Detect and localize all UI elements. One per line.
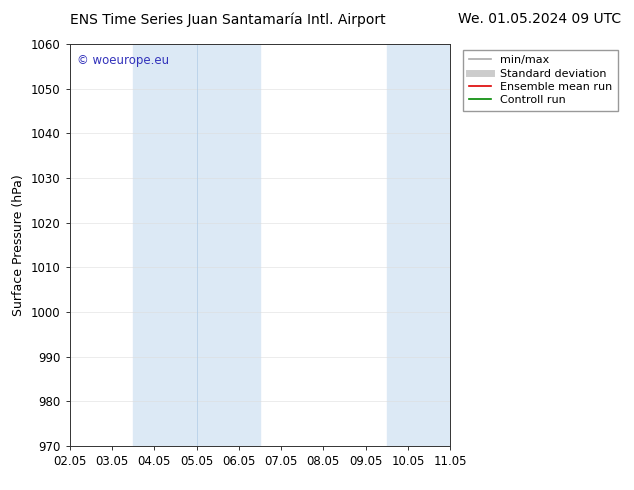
Text: © woeurope.eu: © woeurope.eu — [77, 54, 169, 67]
Legend: min/max, Standard deviation, Ensemble mean run, Controll run: min/max, Standard deviation, Ensemble me… — [463, 49, 618, 111]
Bar — [387, 44, 514, 446]
Y-axis label: Surface Pressure (hPa): Surface Pressure (hPa) — [13, 174, 25, 316]
Text: We. 01.05.2024 09 UTC: We. 01.05.2024 09 UTC — [458, 12, 621, 26]
Text: ENS Time Series Juan Santamaría Intl. Airport: ENS Time Series Juan Santamaría Intl. Ai… — [70, 12, 385, 27]
Bar — [133, 44, 260, 446]
